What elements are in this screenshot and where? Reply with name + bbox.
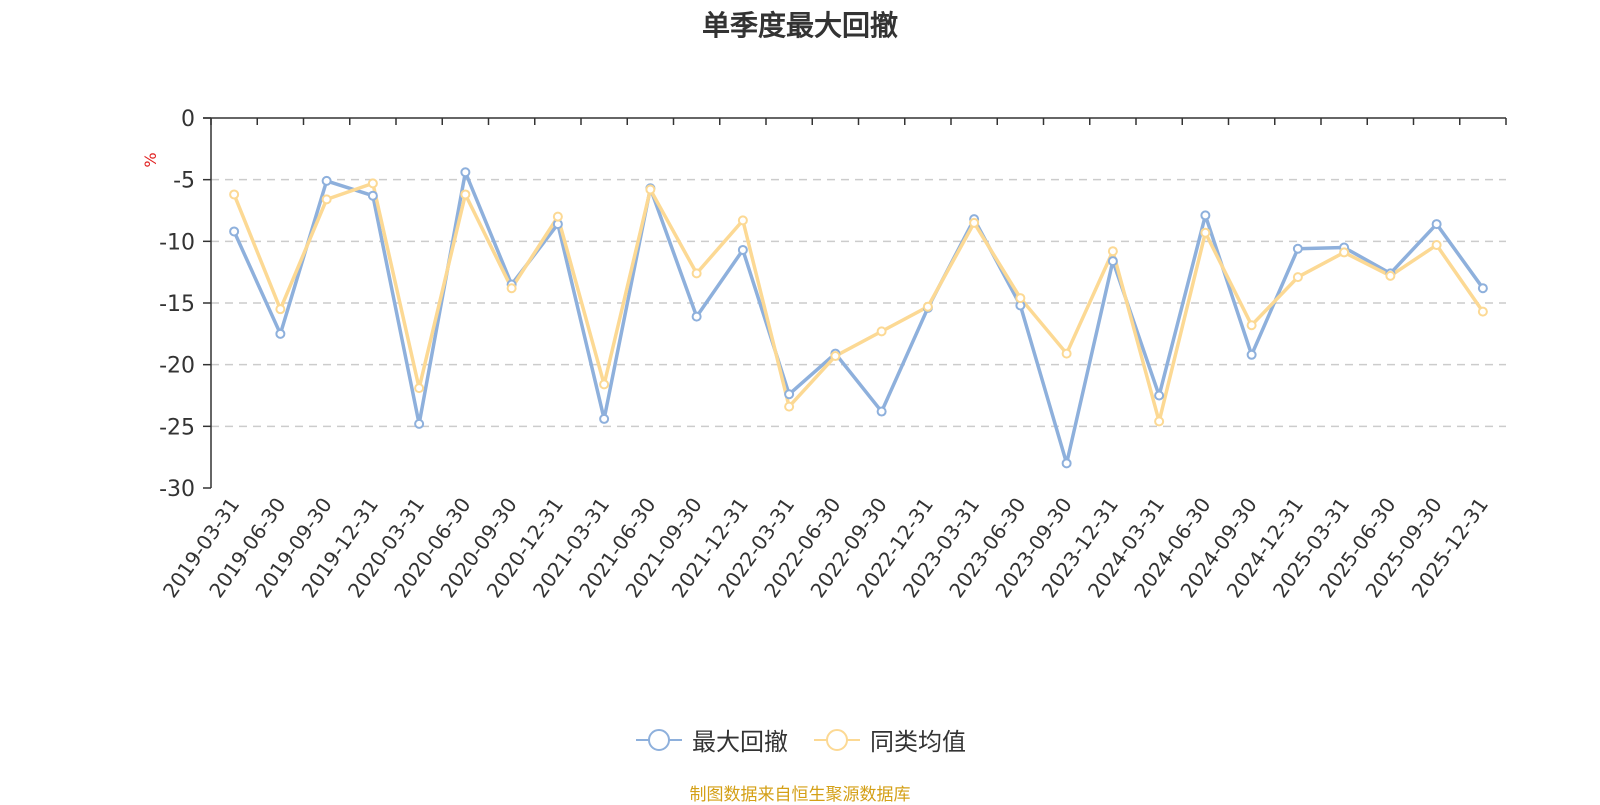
data-point-1 xyxy=(367,178,378,189)
data-point-1 xyxy=(1339,247,1350,258)
data-point-1 xyxy=(506,283,517,294)
data-point-0 xyxy=(321,175,332,186)
data-point-0 xyxy=(229,226,240,237)
series-lines xyxy=(229,167,1488,469)
legend-label-peer-average: 同类均值 xyxy=(870,728,966,756)
data-point-1 xyxy=(1154,416,1165,427)
data-point-1 xyxy=(1107,246,1118,257)
data-point-1 xyxy=(321,194,332,205)
data-point-1 xyxy=(1061,348,1072,359)
data-point-1 xyxy=(830,351,841,362)
data-point-1 xyxy=(922,301,933,312)
data-point-1 xyxy=(1477,306,1488,317)
data-point-0 xyxy=(1107,256,1118,267)
grid-lines xyxy=(211,178,1506,428)
data-point-0 xyxy=(1200,210,1211,221)
data-point-1 xyxy=(1015,293,1026,304)
legend-item-max-drawdown[interactable]: 最大回撤 xyxy=(634,722,788,757)
data-point-1 xyxy=(1385,270,1396,281)
series-line-1 xyxy=(232,181,1485,424)
source-note: 制图数据来自恒生聚源数据库 xyxy=(689,785,911,805)
y-tick-label: -5 xyxy=(173,169,195,194)
y-tick-label: 0 xyxy=(181,107,195,132)
data-point-0 xyxy=(1431,219,1442,230)
data-point-0 xyxy=(275,328,286,339)
y-tick-label: -10 xyxy=(159,230,195,255)
y-axis-unit-label: % xyxy=(141,152,160,167)
legend-marker-peer-average xyxy=(814,728,860,751)
data-point-1 xyxy=(876,326,887,337)
y-tick-label: -15 xyxy=(159,292,195,317)
y-tick-label: -30 xyxy=(159,477,195,502)
data-point-0 xyxy=(1061,458,1072,469)
data-point-0 xyxy=(737,244,748,255)
data-point-1 xyxy=(460,189,471,200)
data-point-0 xyxy=(599,413,610,424)
data-point-1 xyxy=(969,217,980,228)
data-point-0 xyxy=(876,406,887,417)
data-point-1 xyxy=(784,401,795,412)
legend-item-peer-average[interactable]: 同类均值 xyxy=(812,722,966,757)
data-point-1 xyxy=(599,379,610,390)
legend-label-max-drawdown: 最大回撤 xyxy=(692,728,788,756)
data-point-0 xyxy=(784,389,795,400)
data-point-1 xyxy=(275,304,286,315)
data-point-0 xyxy=(1292,243,1303,254)
data-point-1 xyxy=(414,383,425,394)
y-tick-label: -25 xyxy=(159,415,195,440)
data-point-0 xyxy=(1477,283,1488,294)
data-point-0 xyxy=(460,167,471,178)
legend-marker-max-drawdown xyxy=(636,728,682,751)
data-point-1 xyxy=(1431,240,1442,251)
data-point-1 xyxy=(737,215,748,226)
chart-title: 单季度最大回撤 xyxy=(701,9,898,42)
data-point-1 xyxy=(1292,272,1303,283)
data-point-0 xyxy=(367,190,378,201)
data-point-1 xyxy=(1200,227,1211,238)
data-point-0 xyxy=(1246,349,1257,360)
data-point-1 xyxy=(691,268,702,279)
data-point-1 xyxy=(1246,320,1257,331)
data-point-1 xyxy=(552,211,563,222)
legend: 最大回撤 同类均值 xyxy=(0,722,1600,757)
data-point-0 xyxy=(691,311,702,322)
data-point-0 xyxy=(1154,390,1165,401)
y-tick-label: -20 xyxy=(159,354,195,379)
data-point-1 xyxy=(645,184,656,195)
data-point-1 xyxy=(229,189,240,200)
data-point-0 xyxy=(414,418,425,429)
